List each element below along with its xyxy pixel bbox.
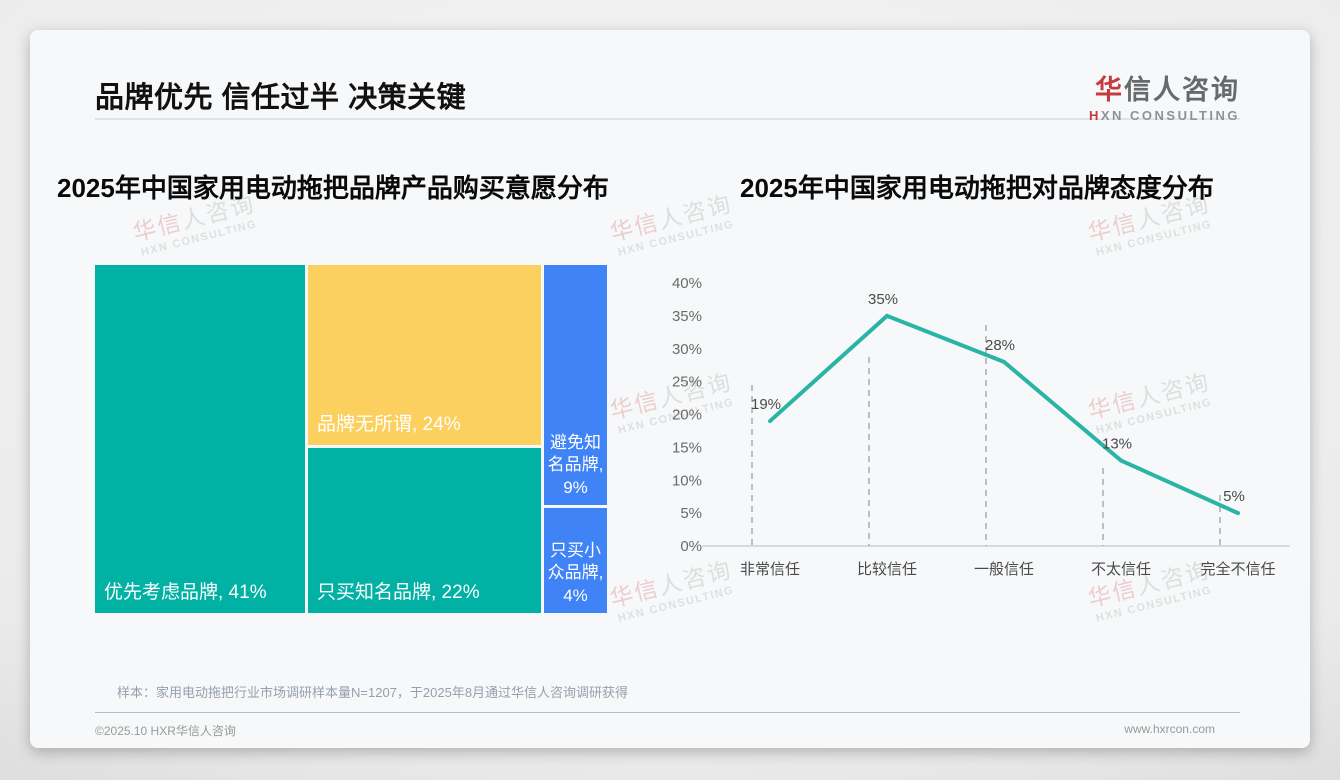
y-axis-tick-label: 35%	[672, 308, 702, 325]
sample-note: 样本：家用电动拖把行业市场调研样本量N=1207，于2025年8月通过华信人咨询…	[117, 685, 629, 700]
y-axis-tick-label: 15%	[672, 439, 702, 456]
x-axis-category-label: 完全不信任	[1200, 560, 1275, 578]
treemap-node-priority-brand: 优先考虑品牌, 41%	[95, 265, 305, 613]
treemap-node-avoid-famous-brand: 避免知名品牌, 9%	[544, 265, 607, 505]
copyright-text: ©2025.10 HXR华信人咨询	[95, 724, 236, 738]
treemap-node-only-niche-brand: 只买小众品牌, 4%	[544, 508, 607, 613]
y-axis-tick-label: 10%	[672, 472, 702, 489]
treemap-node-only-famous-brand: 只买知名品牌, 22%	[308, 448, 541, 613]
watermark: 华信人咨询 HXN CONSULTING	[607, 190, 736, 259]
y-axis-tick-label: 40%	[672, 275, 702, 292]
y-axis-tick-label: 0%	[680, 538, 702, 555]
title-divider	[95, 118, 1240, 120]
line-chart-title: 2025年中国家用电动拖把对品牌态度分布	[740, 173, 1214, 203]
logo-english-text: HXN CONSULTING	[1088, 108, 1240, 123]
treemap-node-brand-indifferent: 品牌无所谓, 24%	[308, 265, 541, 445]
treemap-node-label: 避免知名品牌, 9%	[547, 432, 604, 497]
slide-card: 华信人咨询 HXN CONSULTING 华信人咨询 HXN CONSULTIN…	[30, 30, 1310, 748]
treemap-chart-title: 2025年中国家用电动拖把品牌产品购买意愿分布	[57, 173, 609, 203]
treemap-chart: 优先考虑品牌, 41% 品牌无所谓, 24% 只买知名品牌, 22% 避免知名品…	[95, 265, 607, 613]
treemap-node-label: 优先考虑品牌, 41%	[104, 582, 267, 603]
data-point-label: 5%	[1223, 488, 1245, 505]
x-axis-category-label: 一般信任	[974, 561, 1034, 578]
data-point-label: 28%	[985, 337, 1015, 354]
treemap-node-label: 只买小众品牌, 4%	[547, 540, 604, 605]
footer-divider	[95, 712, 1240, 713]
data-point-label: 35%	[868, 291, 898, 308]
company-logo: 华信人咨询 HXN CONSULTING	[1089, 68, 1240, 123]
data-point-label: 13%	[1102, 436, 1132, 453]
y-axis-tick-label: 25%	[672, 374, 702, 391]
data-point-label: 19%	[751, 396, 781, 413]
x-axis-category-label: 非常信任	[740, 561, 800, 578]
page-title: 品牌优先 信任过半 决策关键	[95, 82, 467, 114]
treemap-node-label: 品牌无所谓, 24%	[317, 414, 461, 435]
y-axis-tick-label: 30%	[672, 341, 702, 358]
line-chart-svg: 0% 5% 10% 15% 20% 25% 30% 35% 40% 19% 35% 28% 13% 5% 非…	[672, 275, 1290, 578]
x-axis-category-label: 比较信任	[857, 560, 917, 578]
treemap-node-label: 只买知名品牌, 22%	[317, 582, 480, 603]
logo-chinese-text: 华信人咨询	[1095, 75, 1240, 105]
x-axis-category-label: 不太信任	[1091, 561, 1151, 578]
y-axis-tick-label: 20%	[672, 407, 702, 424]
website-link[interactable]: www.hxrcon.com	[1124, 722, 1215, 736]
y-axis-tick-label: 5%	[680, 505, 702, 522]
trust-distribution-line	[768, 313, 1240, 516]
line-chart: 0% 5% 10% 15% 20% 25% 30% 35% 40% 19% 35% 28% 13% 5% 非…	[640, 260, 1310, 610]
